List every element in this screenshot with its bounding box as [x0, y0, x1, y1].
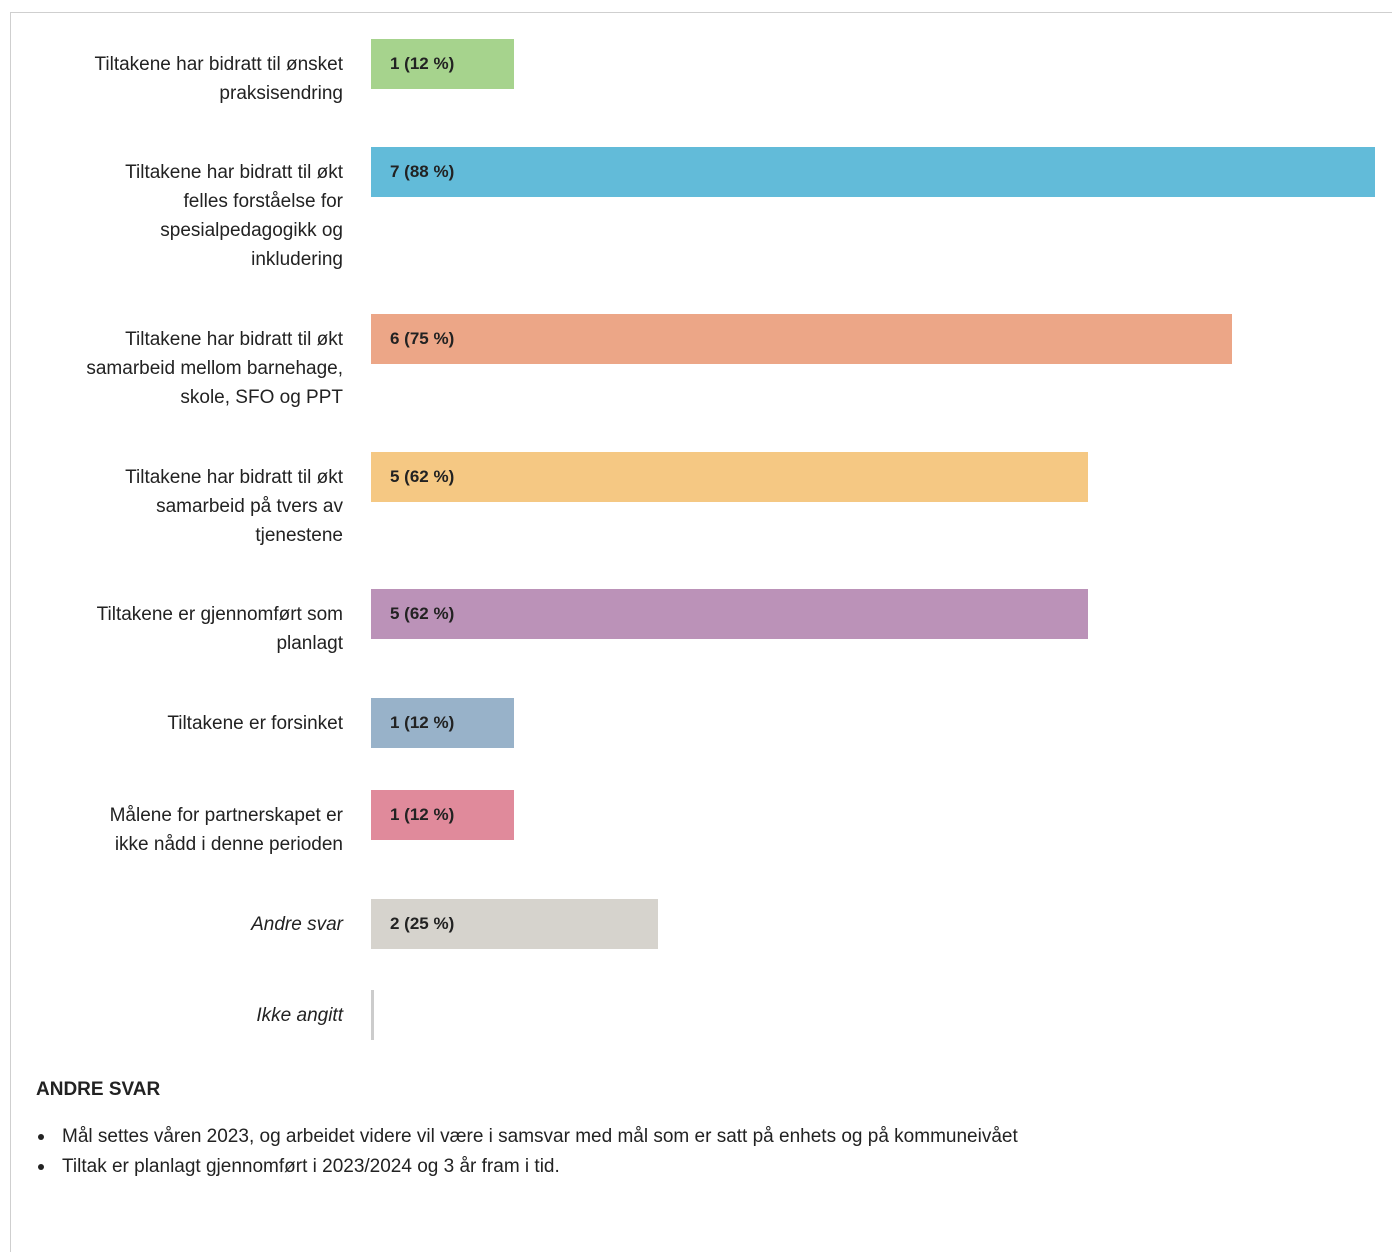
bar-value-label: 1 (12 %): [390, 805, 455, 824]
other-answer-item: Tiltak er planlagt gjennomført i 2023/20…: [36, 1152, 1018, 1182]
bar: [371, 790, 514, 840]
chart-panel: [10, 12, 1392, 1252]
category-label: Tiltakene er gjennomført som planlagt: [96, 604, 343, 654]
bar-value-label: 5 (62 %): [390, 604, 455, 623]
other-answer-text: Mål settes våren 2023, og arbeidet vider…: [62, 1126, 1018, 1147]
category-label: Tiltakene har bidratt til ønsket praksise…: [94, 54, 343, 104]
bullet-icon: [38, 1134, 44, 1140]
bar: [371, 899, 658, 949]
bar-value-label: 6 (75 %): [390, 329, 455, 348]
category-label: Tiltakene har bidratt til økt felles fors…: [125, 162, 343, 270]
bar-value-label: 7 (88 %): [390, 162, 455, 181]
bar: [371, 698, 514, 748]
bar: [371, 39, 514, 89]
bar: [371, 147, 1375, 197]
bar: [371, 589, 1088, 639]
other-answers-title: ANDRE SVAR: [36, 1079, 161, 1100]
bar: [371, 314, 1232, 364]
other-answers-list: Mål settes våren 2023, og arbeidet vider…: [36, 1122, 1018, 1182]
category-label: Tiltakene har bidratt til økt samarbeid m…: [86, 329, 343, 408]
bar-value-label: 2 (25 %): [390, 914, 455, 933]
other-answer-text: Tiltak er planlagt gjennomført i 2023/20…: [62, 1156, 560, 1177]
category-label: Ikke angitt: [256, 1005, 343, 1026]
bar-value-label: 1 (12 %): [390, 54, 455, 73]
category-label: Tiltakene er forsinket: [167, 713, 343, 734]
bar: [371, 990, 374, 1040]
bar: [371, 452, 1088, 502]
category-label: Tiltakene har bidratt til økt samarbeid p…: [125, 467, 343, 546]
category-label: Målene for partnerskapet er ikke nådd i d…: [109, 805, 343, 855]
bar-value-label: 1 (12 %): [390, 713, 455, 732]
other-answer-item: Mål settes våren 2023, og arbeidet vider…: [36, 1122, 1018, 1152]
category-label: Andre svar: [251, 914, 343, 935]
bar-value-label: 5 (62 %): [390, 467, 455, 486]
bullet-icon: [38, 1164, 44, 1170]
horizontal-bar-chart: Tiltakene har bidratt til ønsket praksise…: [86, 39, 1375, 1040]
